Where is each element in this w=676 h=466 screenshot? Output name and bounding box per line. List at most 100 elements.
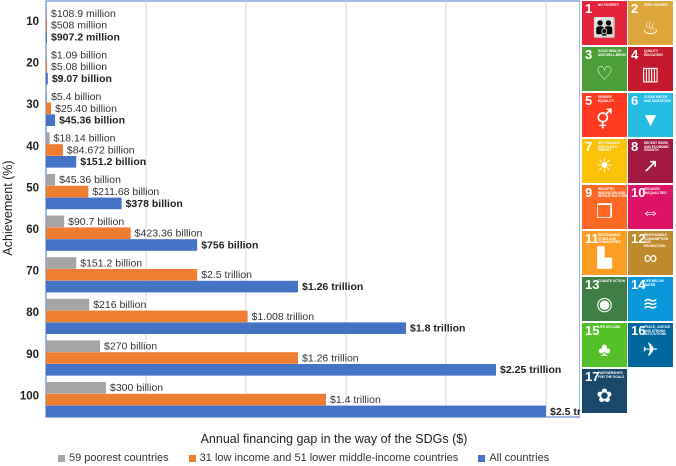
- data-labels: $108.9 million$508 million$907.2 million…: [51, 8, 580, 418]
- bar: [46, 102, 52, 115]
- sdg-tile-17: 17 Partnerships for the goals ✿: [582, 369, 627, 413]
- sdg-title: Good health and well-being: [598, 49, 626, 57]
- fish-icon: ≋: [642, 294, 659, 315]
- data-label: $1.26 trillion: [302, 352, 359, 364]
- sdg-title: Decent work and economic growth: [644, 141, 670, 153]
- bar: [46, 72, 48, 85]
- data-label: $5.4 billion: [51, 91, 101, 103]
- data-label: $108.9 million: [51, 8, 116, 20]
- legend-swatch: [188, 454, 196, 462]
- y-tick-label: 70: [26, 266, 39, 278]
- sdg-number: 12: [631, 231, 646, 246]
- sdg-number: 11: [585, 231, 599, 246]
- bar: [46, 7, 47, 20]
- legend-item: All countries: [478, 452, 549, 464]
- bar: [46, 144, 63, 156]
- sdg-tile-14: 14 Life below water ≋: [628, 277, 673, 321]
- bar: [46, 257, 77, 269]
- bar: [46, 280, 298, 293]
- dove-icon: ✈: [642, 340, 659, 361]
- sdg-number: 15: [585, 323, 600, 338]
- bar: [46, 156, 77, 168]
- data-label: $907.2 million: [51, 31, 120, 43]
- sdg-tile-3: 3 Good health and well-being ♡: [582, 47, 627, 91]
- data-label: $1.4 trillion: [330, 394, 381, 406]
- data-label: $2.5 trillion: [201, 269, 252, 281]
- sdg-title: Life on land: [598, 325, 621, 329]
- cubes-icon: ❒: [595, 202, 614, 223]
- data-label: $508 million: [51, 20, 107, 32]
- sdg-number: 5: [585, 93, 593, 108]
- infinity-icon: ∞: [643, 248, 658, 269]
- bar: [46, 393, 326, 406]
- data-label: $1.8 trillion: [410, 323, 465, 335]
- legend-swatch: [478, 454, 486, 462]
- bar: [46, 269, 198, 281]
- bar: [46, 19, 47, 31]
- data-label: $216 billion: [93, 299, 146, 311]
- sdg-tile-6: 6 Clean water and sanitation ▼: [628, 93, 673, 137]
- legend-label: 31 low income and 51 lower middle-income…: [199, 452, 459, 464]
- data-label: $1.008 trillion: [252, 311, 315, 323]
- sdg-tile-15: 15 Life on land ♣: [582, 323, 627, 367]
- sdg-tile-13: 13 Climate action ◉: [582, 277, 627, 321]
- bar: [46, 114, 56, 126]
- sdg-number: 14: [631, 277, 646, 292]
- bar-chart: $108.9 million$508 million$907.2 million…: [1, 0, 580, 446]
- sdg-title: Partnerships for the goals: [598, 371, 625, 379]
- sdg-tile-9: 9 Industry, innovation and infrastructure…: [582, 185, 627, 229]
- sdg-title: Peace, justice and strong institutions: [644, 325, 671, 337]
- bowl-icon: ♨: [641, 18, 660, 39]
- gender-icon: ⚥: [595, 110, 614, 131]
- sdg-number: 6: [631, 93, 639, 108]
- legend-item: 59 poorest countries: [58, 452, 169, 464]
- sdg-tile-2: 2 Zero hunger ♨: [628, 1, 673, 45]
- data-label: $84.672 billion: [67, 144, 135, 156]
- legend-item: 31 low income and 51 lower middle-income…: [188, 452, 459, 464]
- bar: [46, 382, 106, 394]
- x-axis-title: Annual financing gap in the way of the S…: [201, 432, 468, 446]
- water-icon: ▼: [641, 110, 660, 131]
- sdg-title: Climate action: [598, 279, 625, 283]
- data-label: $270 billion: [104, 341, 157, 353]
- data-label: $378 billion: [126, 198, 183, 210]
- sdg-title: Responsible consumption and production: [644, 233, 668, 248]
- data-label: $151.2 billion: [80, 257, 142, 269]
- data-label: $211.68 billion: [92, 186, 159, 198]
- tree-icon: ♣: [598, 340, 611, 361]
- sdg-number: 16: [631, 323, 646, 338]
- sdg-title: No poverty: [598, 3, 619, 7]
- legend-label: All countries: [489, 452, 550, 464]
- legend: 59 poorest countries 31 low income and 51…: [58, 451, 569, 465]
- bar: [46, 298, 90, 311]
- sdg-number: 1: [585, 1, 593, 16]
- data-label: $300 billion: [110, 382, 163, 394]
- data-label: $423.36 billion: [135, 228, 203, 240]
- heartbeat-icon: ♡: [595, 64, 614, 85]
- bar: [46, 49, 47, 61]
- bar: [46, 310, 248, 323]
- bar: [46, 197, 122, 210]
- bars: [46, 7, 546, 418]
- growth-chart-icon: ↗: [642, 156, 659, 177]
- bar: [46, 132, 50, 144]
- legend-swatch: [58, 454, 65, 462]
- y-tick-label: 80: [26, 307, 39, 319]
- sdg-number: 8: [631, 139, 639, 154]
- y-tick-label: 90: [26, 349, 39, 361]
- book-icon: ▥: [641, 64, 660, 85]
- bar: [46, 239, 198, 251]
- sun-icon: ☀: [595, 156, 614, 177]
- bar: [46, 31, 47, 43]
- data-label: $1.09 billion: [51, 49, 107, 61]
- data-label: $151.2 billion: [80, 156, 146, 168]
- sdg-tile-5: 5 Gender equality ⚥: [582, 93, 627, 137]
- sdg-title: Gender equality: [598, 95, 615, 103]
- bar: [46, 174, 56, 186]
- y-tick-label: 10: [26, 16, 39, 28]
- sdg-tile-12: 12 Responsible consumption and production…: [628, 231, 673, 275]
- bar: [46, 322, 406, 334]
- sdg-tile-1: 1 No poverty 👪: [582, 1, 627, 45]
- rings-icon: ✿: [596, 386, 613, 407]
- data-label: $1.26 trillion: [302, 281, 363, 293]
